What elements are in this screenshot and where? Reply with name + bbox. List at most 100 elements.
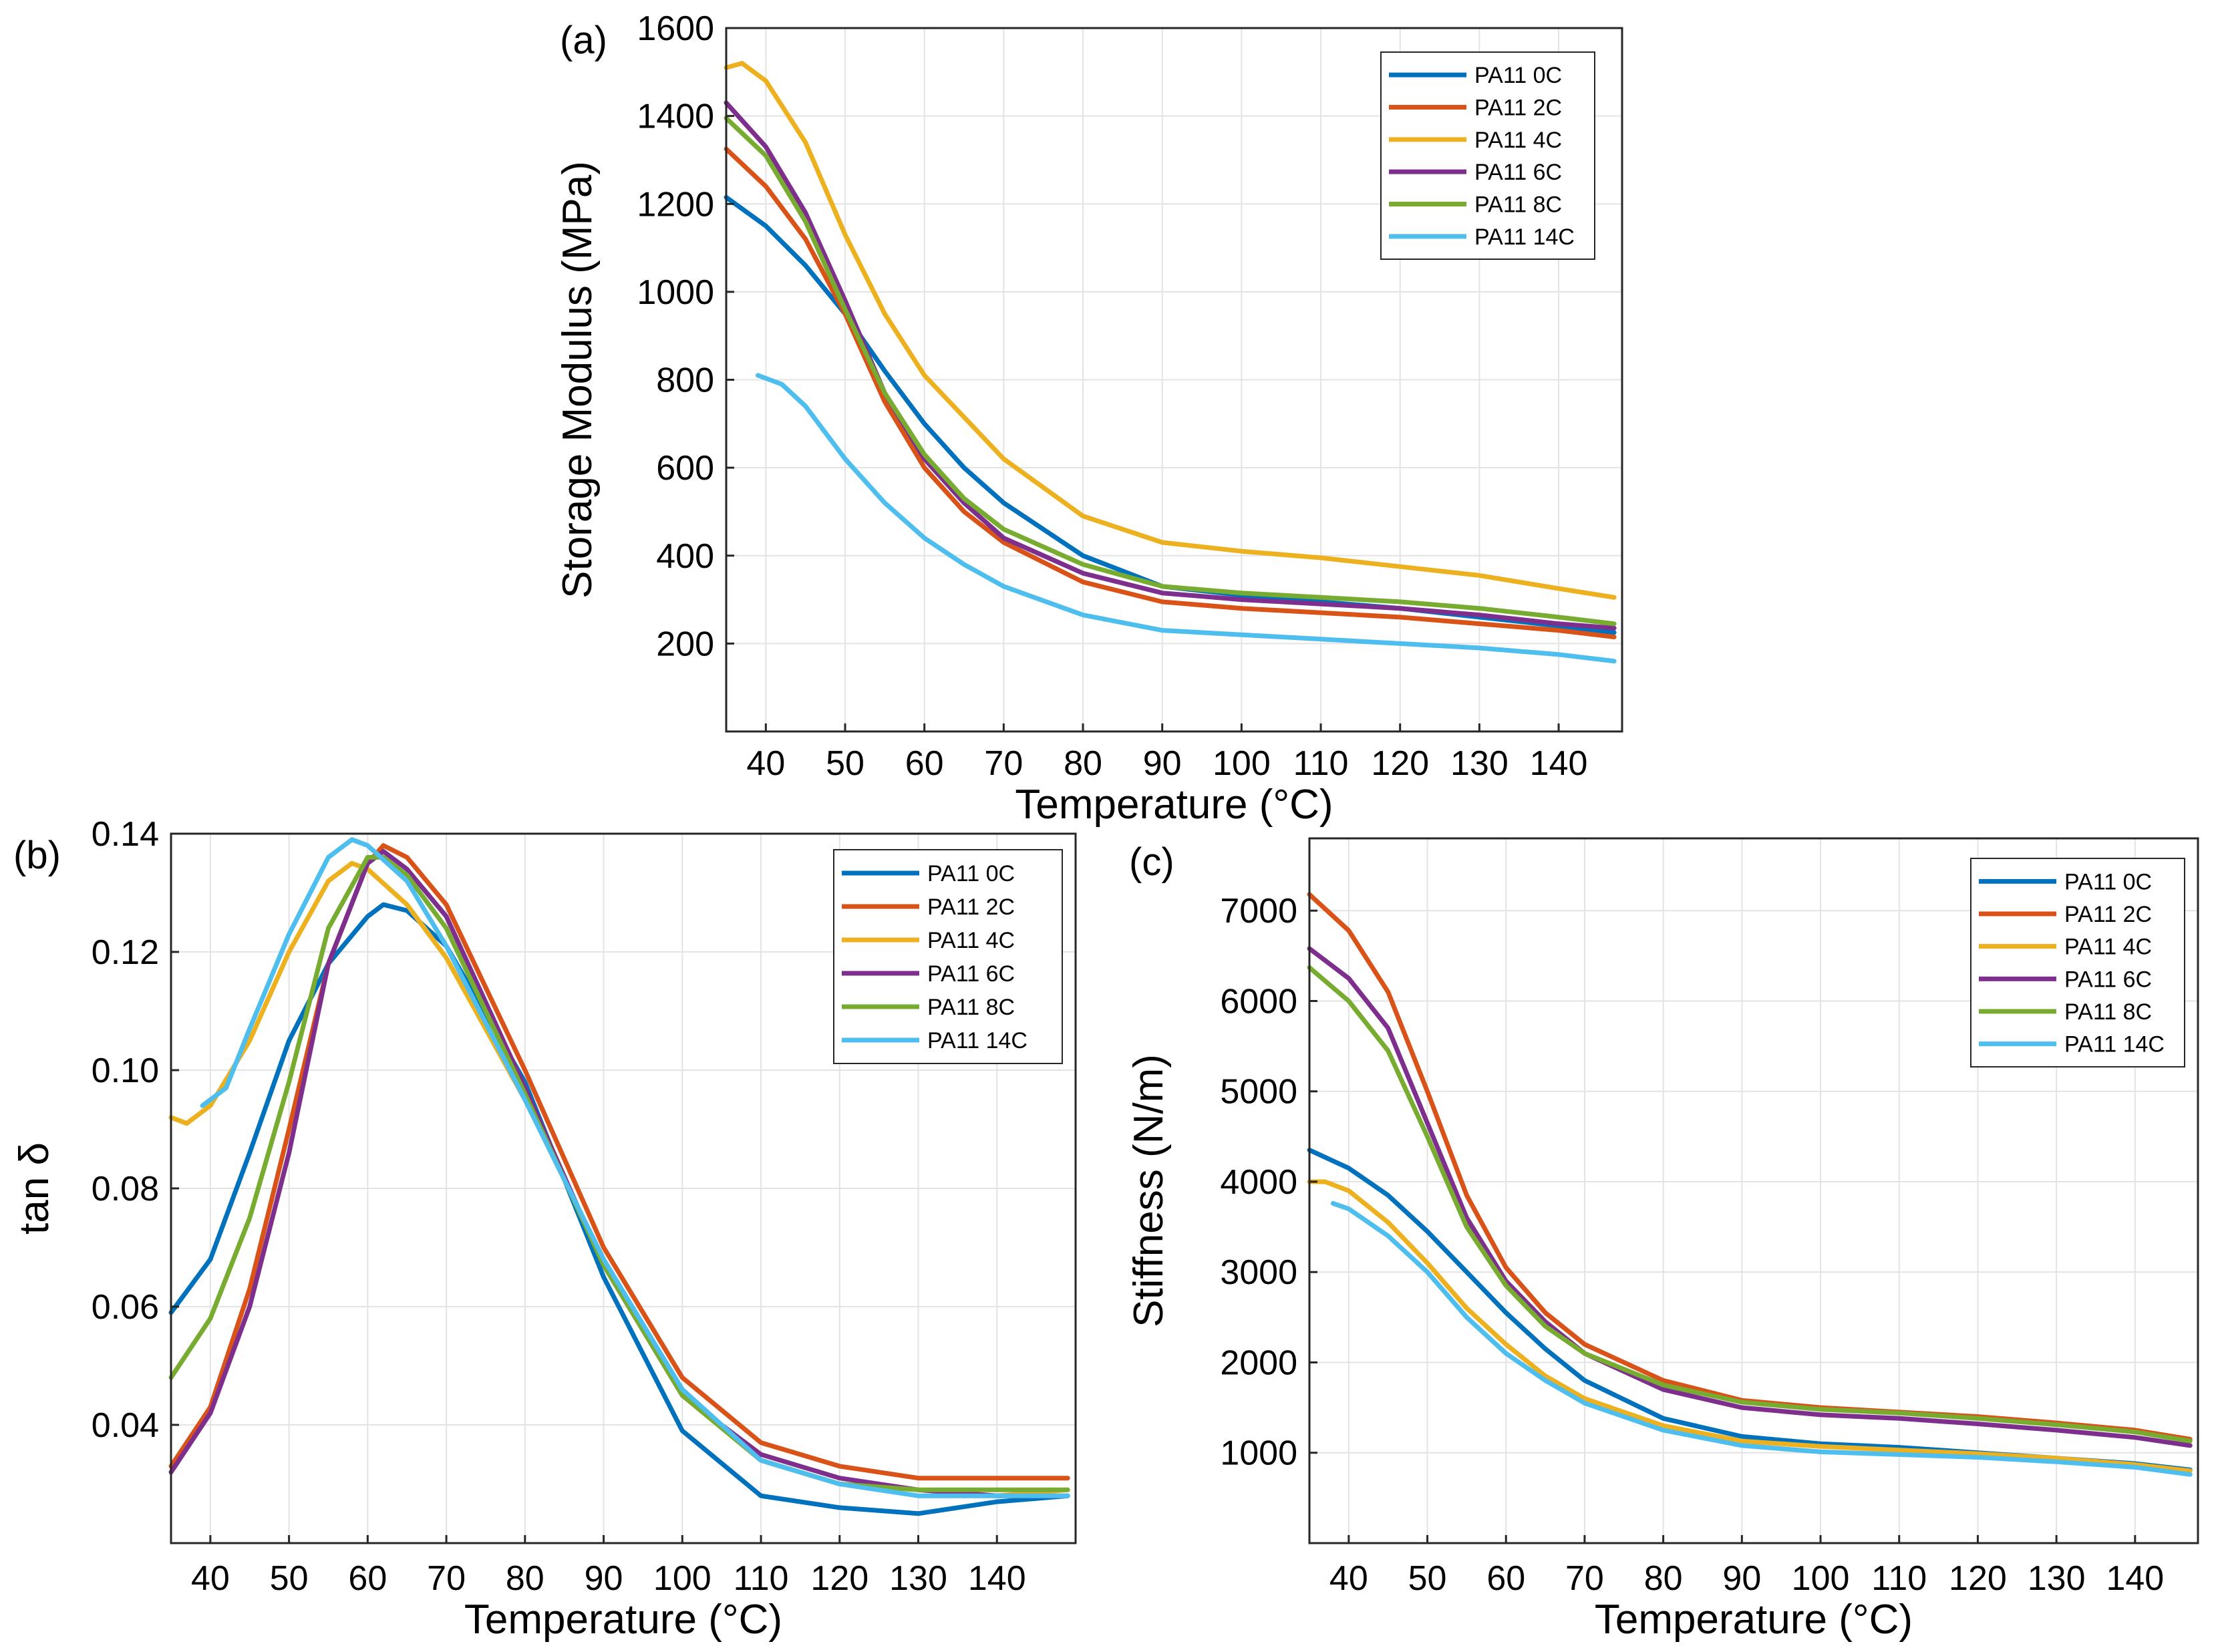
series-line-pa11-14c	[200, 837, 1070, 1498]
x-tick-label: 110	[1871, 1559, 1927, 1598]
x-tick-label: 100	[1213, 744, 1271, 783]
legend-entry: PA11 2C	[2064, 902, 2152, 927]
axes-box	[1308, 837, 2199, 1544]
legend: PA11 0C PA11 2C PA11 4C PA11 6C PA11 8C PA11 …	[1970, 858, 2185, 1067]
x-tick-label: 110	[1293, 744, 1349, 783]
x-tick-label: 80	[1644, 1559, 1683, 1598]
chart-panel-b: 40 50 60 70 80 90 100 110 120 130 140 0.04 0.06 0.08 0…	[11, 815, 1077, 1643]
series-line-pa11-2c	[724, 146, 1617, 639]
y-tick-label: 0.12	[92, 933, 159, 972]
legend-entry: PA11 6C	[927, 961, 1015, 987]
legend-entry: PA11 14C	[927, 1028, 1027, 1053]
y-axis-label: Stiffness (N/m)	[1126, 1054, 1172, 1327]
x-tick-label: 60	[905, 744, 944, 783]
series-line-pa11-6c	[168, 849, 1070, 1498]
x-tick-label: 130	[1450, 744, 1509, 783]
legend-entry: PA11 2C	[1474, 96, 1562, 121]
x-tick-label: 120	[1949, 1559, 2007, 1598]
y-axis-label: Storage Modulus (MPa)	[554, 161, 601, 599]
y-tick-label: 6000	[1220, 982, 1297, 1021]
x-tick-label: 40	[746, 744, 785, 783]
series-line-pa11-4c	[724, 61, 1617, 600]
x-tick-label: 40	[1329, 1559, 1368, 1598]
y-tick-label: 1000	[637, 273, 714, 312]
legend-entry: PA11 6C	[1474, 160, 1562, 185]
series-line-pa11-14c	[1330, 1200, 2193, 1477]
x-tick-label: 110	[734, 1559, 789, 1598]
y-tick-label: 800	[656, 361, 714, 400]
x-axis-label: Temperature (°C)	[464, 1597, 782, 1643]
legend-entry: PA11 0C	[1474, 63, 1562, 88]
chart-panel-c: 40 50 60 70 80 90 100 110 120 130 140 1000 2000 3000 4…	[1126, 837, 2199, 1643]
x-tick-label: 60	[1486, 1559, 1525, 1598]
x-tick-label: 40	[191, 1559, 230, 1598]
x-tick-label: 70	[427, 1559, 466, 1598]
y-tick-label: 1600	[637, 9, 714, 48]
x-tick-label: 50	[270, 1559, 309, 1598]
x-tick-label: 90	[1722, 1559, 1761, 1598]
x-tick-label: 120	[810, 1559, 868, 1598]
panel-label: (b)	[13, 834, 61, 877]
x-tick-label: 70	[984, 744, 1023, 783]
legend-entry: PA11 14C	[1474, 224, 1575, 250]
x-tick-label: 60	[348, 1559, 387, 1598]
x-tick-label: 140	[1530, 744, 1588, 783]
x-tick-label: 130	[889, 1559, 947, 1598]
x-tick-label: 50	[826, 744, 864, 783]
series-line-pa11-6c	[724, 100, 1617, 631]
series-line-pa11-14c	[756, 373, 1617, 664]
y-tick-label: 400	[656, 537, 714, 576]
legend-entry: PA11 14C	[2064, 1032, 2165, 1057]
y-axis-label: tan δ	[11, 1142, 57, 1234]
x-tick-label: 130	[2028, 1559, 2086, 1598]
x-tick-label: 90	[1143, 744, 1182, 783]
legend-entry: PA11 4C	[1474, 128, 1562, 153]
y-tick-label: 5000	[1220, 1073, 1297, 1112]
legend-entry: PA11 8C	[1474, 192, 1562, 218]
x-tick-label: 120	[1371, 744, 1429, 783]
y-tick-label: 4000	[1220, 1163, 1297, 1202]
y-tick-label: 600	[656, 449, 714, 488]
legend-box	[833, 849, 1063, 1064]
y-tick-label: 200	[656, 625, 714, 663]
panel-label: (c)	[1129, 840, 1174, 884]
series-line-pa11-8c	[1307, 965, 2193, 1444]
y-tick-label: 7000	[1220, 892, 1297, 931]
x-axis-label: Temperature (°C)	[1595, 1597, 1913, 1643]
y-tick-label: 2000	[1220, 1343, 1297, 1382]
y-tick-label: 0.10	[92, 1051, 159, 1090]
series-line-pa11-4c	[1307, 1179, 2193, 1474]
y-tick-label: 1000	[1220, 1434, 1297, 1473]
legend-entry: PA11 6C	[2064, 967, 2152, 992]
y-tick-label: 0.14	[92, 815, 159, 854]
legend-entry: PA11 0C	[927, 861, 1015, 886]
y-tick-label: 0.08	[92, 1170, 159, 1208]
x-tick-label: 80	[1064, 744, 1102, 783]
series-line-pa11-8c	[724, 116, 1617, 627]
x-tick-label: 140	[968, 1559, 1026, 1598]
series-line-pa11-2c	[168, 843, 1070, 1481]
x-tick-label: 100	[1792, 1559, 1850, 1598]
legend-entry: PA11 2C	[927, 894, 1015, 920]
legend: PA11 0C PA11 2C PA11 4C PA11 6C PA11 8C PA11 …	[1380, 51, 1595, 260]
x-axis-label: Temperature (°C)	[1015, 782, 1333, 828]
legend-entry: PA11 8C	[2064, 999, 2152, 1025]
chart-panel-a: 40 50 60 70 80 90 100 110 120 130 140 200 400 600 800 1…	[554, 9, 1623, 828]
x-tick-label: 90	[585, 1559, 623, 1598]
legend-box	[1380, 51, 1595, 260]
legend-entry: PA11 4C	[927, 928, 1015, 953]
y-tick-label: 1400	[637, 98, 714, 136]
y-tick-label: 3000	[1220, 1253, 1297, 1292]
x-tick-label: 140	[2106, 1559, 2164, 1598]
legend-box	[1970, 858, 2185, 1067]
legend: PA11 0C PA11 2C PA11 4C PA11 6C PA11 8C PA11 …	[833, 849, 1063, 1064]
legend-entry: PA11 0C	[2064, 869, 2152, 894]
x-tick-label: 70	[1565, 1559, 1604, 1598]
x-tick-label: 80	[506, 1559, 544, 1598]
y-tick-label: 1200	[637, 185, 714, 224]
legend-entry: PA11 8C	[927, 995, 1015, 1020]
y-tick-label: 0.06	[92, 1288, 159, 1327]
x-tick-label: 100	[653, 1559, 711, 1598]
x-tick-label: 50	[1408, 1559, 1447, 1598]
